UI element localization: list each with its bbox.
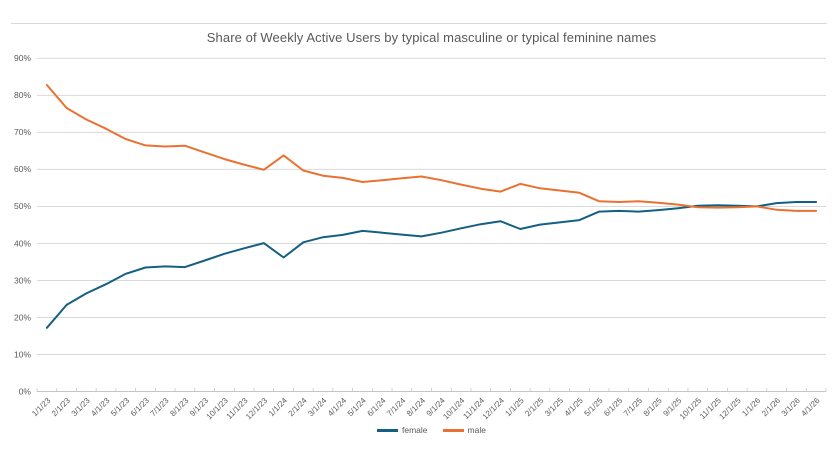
x-axis-label: 8/1/23 xyxy=(168,396,190,418)
y-axis-label: 60% xyxy=(14,164,31,174)
y-axis-label: 10% xyxy=(14,349,31,359)
x-axis-label: 8/1/25 xyxy=(642,396,664,418)
x-axis-label: 2/1/23 xyxy=(50,396,72,418)
x-axis-label: 7/1/24 xyxy=(385,396,407,418)
x-axis-label: 12/1/25 xyxy=(717,396,743,422)
x-axis-label: 8/1/24 xyxy=(405,396,427,418)
x-axis-label: 3/1/26 xyxy=(780,396,802,418)
legend-item-female: female xyxy=(377,425,428,435)
y-axis-label: 40% xyxy=(14,238,31,248)
x-axis-label: 4/1/23 xyxy=(89,396,111,418)
legend-item-male: male xyxy=(442,425,486,435)
x-axis-label: 6/1/25 xyxy=(602,396,624,418)
x-axis-label: 4/1/25 xyxy=(563,396,585,418)
x-axis-label: 4/1/24 xyxy=(326,396,348,418)
x-axis-label: 12/1/24 xyxy=(481,396,507,422)
male-line-swatch-icon xyxy=(442,428,464,432)
x-axis-label: 1/1/25 xyxy=(504,396,526,418)
x-axis-label: 3/1/24 xyxy=(306,396,328,418)
x-axis-label: 5/1/25 xyxy=(582,396,604,418)
x-axis-label: 5/1/23 xyxy=(109,396,131,418)
x-axis-label: 5/1/24 xyxy=(346,396,368,418)
x-axis-label: 6/1/24 xyxy=(366,396,388,418)
y-axis-label: 20% xyxy=(14,312,31,322)
y-axis-label: 0% xyxy=(19,386,32,396)
x-axis-label: 2/1/24 xyxy=(287,396,309,418)
x-axis-label: 1/1/26 xyxy=(740,396,762,418)
y-axis-label: 70% xyxy=(14,127,31,137)
chart-legend: female male xyxy=(37,425,826,435)
chart-title: Share of Weekly Active Users by typical … xyxy=(206,30,657,45)
y-axis-label: 80% xyxy=(14,90,31,100)
legend-label-male: male xyxy=(467,425,486,435)
legend-label-female: female xyxy=(402,425,428,435)
x-axis-label: 7/1/25 xyxy=(622,396,644,418)
x-axis-label: 3/1/23 xyxy=(70,396,92,418)
x-axis-label: 1/1/24 xyxy=(267,396,289,418)
series-line-male xyxy=(45,84,818,212)
y-axis-label: 30% xyxy=(14,275,31,285)
x-axis-label: 7/1/23 xyxy=(149,396,171,418)
x-axis-label: 12/1/23 xyxy=(244,396,270,422)
x-axis-label: 1/1/23 xyxy=(30,396,52,418)
y-axis-label: 90% xyxy=(14,53,31,63)
x-axis-label: 2/1/26 xyxy=(760,396,782,418)
top-divider xyxy=(11,23,827,24)
x-axis-label: 2/1/25 xyxy=(523,396,545,418)
x-axis-label: 4/1/26 xyxy=(799,396,821,418)
female-line-swatch-icon xyxy=(377,428,399,432)
series-line-female xyxy=(45,201,818,329)
y-axis-label: 50% xyxy=(14,201,31,211)
x-axis-label: 3/1/25 xyxy=(543,396,565,418)
x-axis-label: 6/1/23 xyxy=(129,396,151,418)
